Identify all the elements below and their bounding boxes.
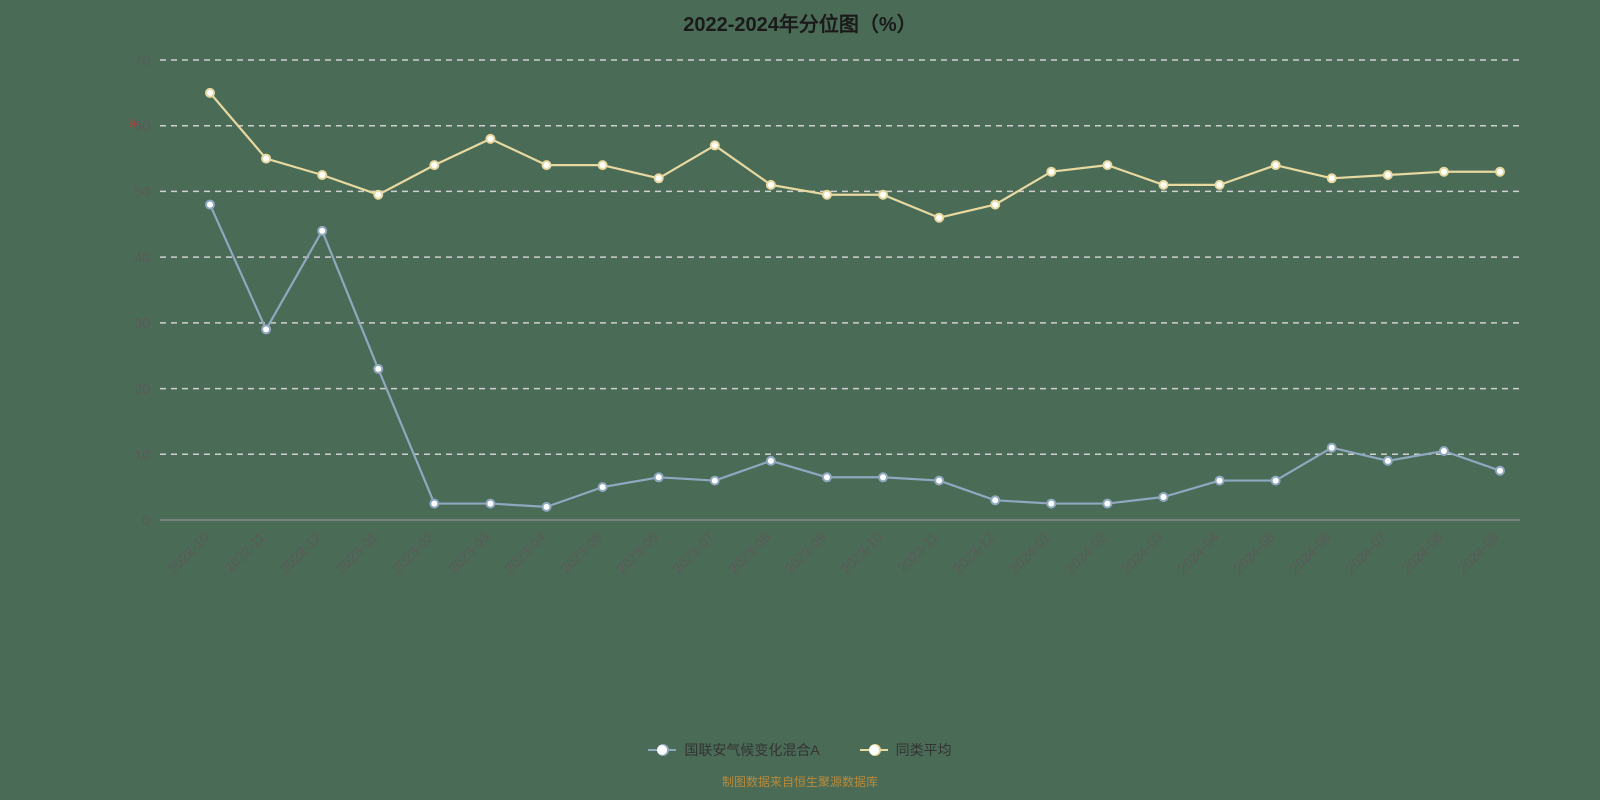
footer-note: 制图数据来自恒生聚源数据库: [0, 773, 1600, 790]
series-marker-0: [823, 473, 831, 481]
x-tick-label: 2022-11: [221, 529, 268, 576]
x-tick-label: 2024-02: [1062, 529, 1110, 577]
series-marker-1: [430, 161, 438, 169]
x-tick-label: 2023-05: [557, 529, 605, 577]
series-marker-1: [1159, 181, 1167, 189]
series-marker-1: [374, 191, 382, 199]
legend-item-0[interactable]: 国联安气候变化混合A: [648, 740, 819, 760]
series-marker-1: [1272, 161, 1280, 169]
x-tick-label: 2022-10: [164, 529, 212, 577]
series-marker-1: [1496, 168, 1504, 176]
series-marker-0: [1103, 500, 1111, 508]
series-marker-0: [1440, 447, 1448, 455]
legend-swatch: [860, 749, 888, 751]
y-tick-label: 50: [134, 183, 150, 199]
series-marker-1: [543, 161, 551, 169]
series-marker-1: [1440, 168, 1448, 176]
x-tick-label: 2023-01: [333, 529, 381, 577]
series-marker-1: [318, 171, 326, 179]
x-tick-label: 2023-06: [613, 529, 661, 577]
series-marker-1: [711, 141, 719, 149]
y-tick-label: 10: [134, 446, 150, 462]
x-tick-label: 2023-02: [389, 529, 437, 577]
x-tick-label: 2024-03: [1118, 529, 1166, 577]
series-marker-1: [767, 181, 775, 189]
series-marker-1: [655, 174, 663, 182]
series-marker-0: [655, 473, 663, 481]
x-tick-label: 2023-09: [781, 529, 829, 577]
series-marker-1: [206, 89, 214, 97]
series-marker-0: [879, 473, 887, 481]
series-marker-0: [262, 325, 270, 333]
series-marker-1: [262, 155, 270, 163]
series-marker-1: [1384, 171, 1392, 179]
line-chart: 0102030405060702022-102022-112022-122023…: [0, 0, 1600, 800]
y-tick-label: 70: [134, 52, 150, 68]
series-marker-1: [486, 135, 494, 143]
series-marker-0: [1328, 444, 1336, 452]
series-marker-0: [1159, 493, 1167, 501]
legend-marker-icon: [869, 744, 881, 756]
legend-swatch: [648, 749, 676, 751]
series-marker-0: [1216, 477, 1224, 485]
series-marker-0: [430, 500, 438, 508]
series-line-0: [210, 205, 1500, 507]
series-marker-0: [1496, 467, 1504, 475]
legend-marker-icon: [657, 744, 669, 756]
x-tick-label: 2024-07: [1342, 529, 1390, 577]
series-marker-0: [711, 477, 719, 485]
x-tick-label: 2024-09: [1454, 529, 1502, 577]
x-tick-label: 2022-12: [277, 529, 325, 577]
series-line-1: [210, 93, 1500, 218]
series-marker-0: [318, 227, 326, 235]
series-marker-0: [991, 496, 999, 504]
x-tick-label: 2024-05: [1230, 529, 1278, 577]
series-marker-0: [1384, 457, 1392, 465]
series-marker-0: [374, 365, 382, 373]
legend-label: 国联安气候变化混合A: [684, 740, 819, 760]
y-tick-label: 0: [142, 512, 150, 528]
series-marker-0: [599, 483, 607, 491]
legend-item-1[interactable]: 同类平均: [860, 740, 952, 760]
x-tick-label: 2024-04: [1174, 529, 1222, 577]
x-tick-label: 2023-03: [445, 529, 493, 577]
series-marker-0: [1047, 500, 1055, 508]
series-marker-1: [1047, 168, 1055, 176]
x-tick-label: 2023-04: [501, 529, 549, 577]
series-marker-0: [543, 503, 551, 511]
series-marker-1: [1328, 174, 1336, 182]
x-tick-label: 2023-12: [950, 529, 998, 577]
y-tick-label: 30: [134, 315, 150, 331]
series-marker-1: [935, 214, 943, 222]
series-marker-1: [991, 201, 999, 209]
series-marker-1: [823, 191, 831, 199]
series-marker-0: [1272, 477, 1280, 485]
x-tick-label: 2023-11: [894, 529, 941, 576]
series-marker-1: [1103, 161, 1111, 169]
x-tick-label: 2023-10: [838, 529, 886, 577]
y-tick-label: 20: [134, 381, 150, 397]
series-marker-0: [767, 457, 775, 465]
y-tick-label: 40: [134, 249, 150, 265]
series-marker-1: [1216, 181, 1224, 189]
y-tick-label: 60: [134, 118, 150, 134]
x-tick-label: 2023-08: [725, 529, 773, 577]
series-marker-1: [879, 191, 887, 199]
x-tick-label: 2024-08: [1398, 529, 1446, 577]
legend-label: 同类平均: [896, 740, 952, 760]
x-tick-label: 2024-06: [1286, 529, 1334, 577]
x-tick-label: 2023-07: [669, 529, 717, 577]
series-marker-0: [486, 500, 494, 508]
series-marker-0: [206, 201, 214, 209]
series-marker-0: [935, 477, 943, 485]
chart-legend: 国联安气候变化混合A 同类平均: [0, 740, 1600, 760]
series-marker-1: [599, 161, 607, 169]
x-tick-label: 2024-01: [1006, 529, 1054, 577]
